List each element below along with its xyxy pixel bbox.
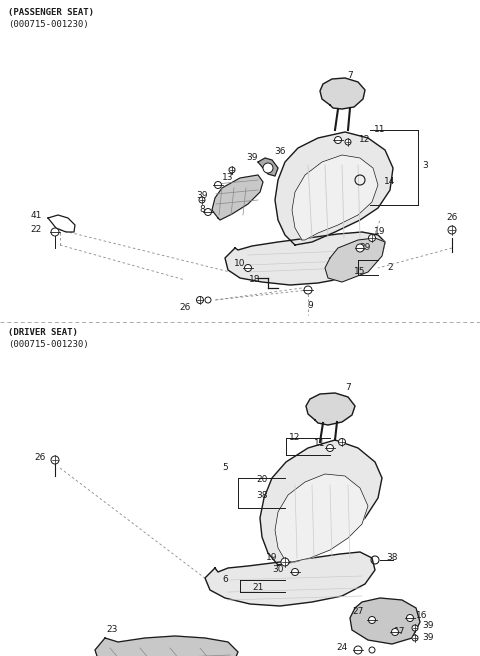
Text: 19: 19	[374, 228, 386, 237]
Text: 20: 20	[256, 476, 268, 485]
Polygon shape	[275, 132, 393, 245]
Text: 39: 39	[422, 634, 434, 642]
Circle shape	[356, 244, 364, 252]
Circle shape	[369, 617, 375, 623]
Polygon shape	[205, 552, 375, 606]
Text: 14: 14	[384, 178, 396, 186]
Text: 36: 36	[274, 148, 286, 157]
Circle shape	[281, 558, 289, 566]
Polygon shape	[225, 232, 385, 285]
Text: 29: 29	[360, 243, 371, 251]
Text: 26: 26	[34, 453, 46, 462]
Text: 39: 39	[246, 154, 258, 163]
Text: (000715-001230): (000715-001230)	[8, 20, 89, 29]
Text: 3: 3	[422, 161, 428, 169]
Circle shape	[263, 163, 273, 173]
Text: 18: 18	[249, 276, 261, 285]
Circle shape	[412, 635, 418, 641]
Circle shape	[369, 234, 375, 241]
Circle shape	[448, 226, 456, 234]
Text: 7: 7	[345, 384, 351, 392]
Text: 15: 15	[354, 268, 366, 276]
Circle shape	[345, 139, 351, 145]
Text: 12: 12	[289, 434, 300, 443]
Text: (DRIVER SEAT): (DRIVER SEAT)	[8, 328, 78, 337]
Text: 22: 22	[30, 226, 42, 234]
Circle shape	[392, 628, 398, 636]
Text: 26: 26	[180, 304, 191, 312]
Text: 6: 6	[222, 575, 228, 584]
Text: 11: 11	[374, 125, 386, 134]
Circle shape	[215, 182, 221, 188]
Polygon shape	[275, 474, 368, 562]
Text: (000715-001230): (000715-001230)	[8, 340, 89, 349]
Text: 39: 39	[422, 621, 434, 630]
Text: 23: 23	[106, 626, 118, 634]
Polygon shape	[306, 393, 355, 425]
Text: 38: 38	[386, 554, 398, 562]
Text: 13: 13	[222, 173, 234, 182]
Text: 8: 8	[199, 205, 205, 215]
Text: 11: 11	[314, 440, 326, 449]
Circle shape	[354, 646, 362, 654]
Circle shape	[412, 625, 418, 631]
Polygon shape	[325, 238, 385, 282]
Text: 10: 10	[234, 260, 246, 268]
Polygon shape	[292, 155, 378, 240]
Text: 2: 2	[387, 264, 393, 272]
Circle shape	[204, 209, 212, 216]
Circle shape	[291, 569, 299, 575]
Text: 27: 27	[352, 607, 364, 617]
Circle shape	[51, 456, 59, 464]
Text: 5: 5	[222, 464, 228, 472]
Circle shape	[51, 228, 59, 236]
Text: 7: 7	[347, 70, 353, 79]
Circle shape	[244, 264, 252, 272]
Polygon shape	[260, 440, 382, 565]
Polygon shape	[95, 636, 238, 656]
Text: 24: 24	[336, 644, 348, 653]
Text: (PASSENGER SEAT): (PASSENGER SEAT)	[8, 8, 94, 17]
Text: 26: 26	[446, 213, 458, 222]
Text: 41: 41	[30, 211, 42, 220]
Circle shape	[407, 615, 413, 621]
Text: 12: 12	[360, 136, 371, 144]
Text: 21: 21	[252, 583, 264, 592]
Circle shape	[335, 136, 341, 144]
Text: 19: 19	[266, 554, 278, 562]
Text: 17: 17	[394, 628, 406, 636]
Circle shape	[199, 197, 205, 203]
Text: 30: 30	[272, 565, 284, 575]
Circle shape	[304, 286, 312, 294]
Text: 38: 38	[256, 491, 268, 499]
Circle shape	[229, 167, 235, 173]
Circle shape	[338, 438, 346, 445]
Text: 9: 9	[307, 300, 313, 310]
Polygon shape	[320, 78, 365, 109]
Text: 39: 39	[196, 192, 208, 201]
Circle shape	[196, 297, 204, 304]
Polygon shape	[212, 175, 263, 220]
Polygon shape	[350, 598, 420, 644]
Text: 16: 16	[416, 611, 428, 621]
Circle shape	[326, 445, 334, 451]
Polygon shape	[258, 158, 278, 176]
